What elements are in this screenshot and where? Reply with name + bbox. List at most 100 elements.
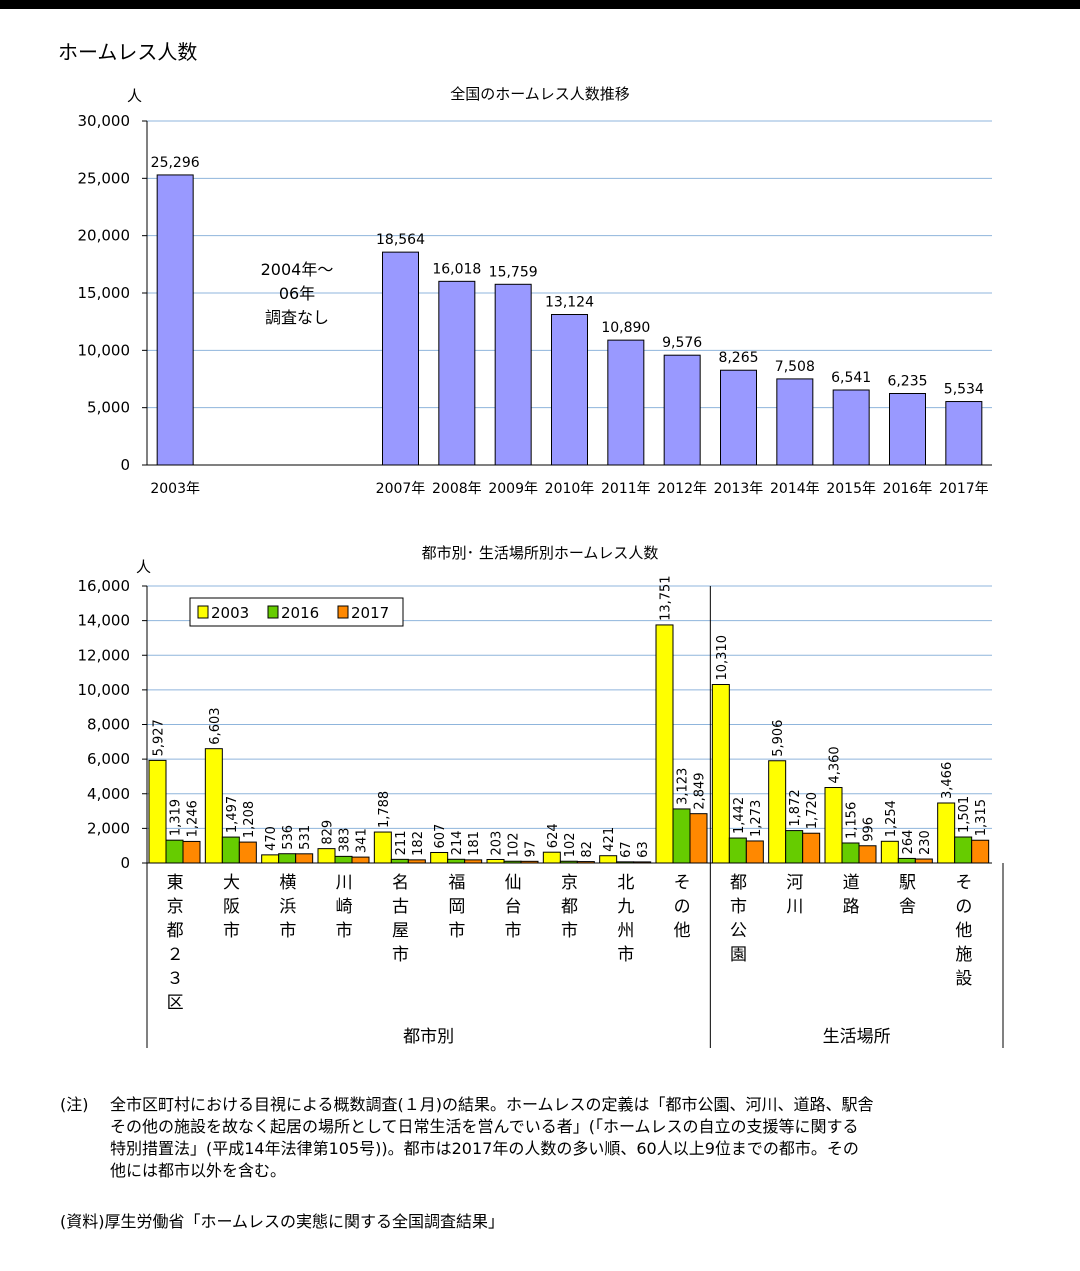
bar [889,393,926,466]
x-tick-label: 施 [955,945,972,965]
bar-value-label: 13,124 [545,295,594,311]
x-tick-label: 屋 [392,921,409,941]
bar [407,859,426,864]
x-tick-label: 2016年 [883,481,933,497]
bar-value-label: 341 [355,828,370,853]
bar [937,802,956,864]
x-tick-label: 設 [955,969,972,989]
bar [464,859,483,864]
footnote-body: 全市区町村における目視による概数調査(１月)の結果。ホームレスの定義は「都市公園… [110,1094,1080,1182]
bar [607,339,645,466]
x-tick-label: 岡 [448,897,465,917]
bar [238,841,257,864]
y-tick-label: 15,000 [78,284,131,302]
page-title: ホームレス人数 [58,40,198,64]
top-bar [0,0,1080,9]
y-tick-label: 14,000 [78,612,131,630]
x-tick-label: 路 [843,897,860,917]
x-tick-label: 東 [167,873,184,893]
bar-value-label: 7,508 [775,359,815,375]
x-tick-label: 都 [167,921,184,941]
x-tick-label: 2013年 [714,481,764,497]
x-tick-label: 区 [167,993,184,1013]
y-tick-label: 5,000 [87,399,130,417]
bar-value-label: 13,751 [659,575,674,621]
y-axis-unit: 人 [127,87,142,105]
x-tick-label: 2012年 [657,481,707,497]
bar [165,839,184,864]
y-tick-label: 10,000 [78,681,131,699]
bar-value-label: 1,315 [974,799,989,836]
bar-value-label: 470 [264,826,279,851]
bar [351,856,370,864]
bar [520,860,539,864]
x-tick-label: 2008年 [432,481,482,497]
bar-value-label: 230 [918,830,933,855]
x-tick-label: 公 [730,921,747,941]
bar-value-label: 10,310 [715,635,730,681]
y-tick-label: 8,000 [87,716,130,734]
footnote: (注) 全市区町村における目視による概数調査(１月)の結果。ホームレスの定義は「… [60,1094,1060,1190]
x-tick-label: そ [955,873,972,893]
bar [785,830,804,864]
bar [278,853,297,864]
legend-swatch [337,605,349,619]
bar [824,787,843,864]
bar [971,839,990,864]
bar [711,684,730,864]
y-tick-label: 6,000 [87,750,130,768]
y-tick-label: 20,000 [78,227,131,245]
footnote-head: (注) [60,1095,89,1114]
x-tick-label: 阪 [223,897,240,917]
bar [156,174,194,466]
bar-value-label: 63 [636,841,651,858]
bar [858,845,877,864]
bar-value-label: 1,254 [884,800,899,837]
bar [897,857,916,864]
group-label: 都市別 [403,1027,454,1047]
bar-value-label: 203 [490,831,505,856]
x-tick-label: 河 [786,873,803,893]
legend-label: 2016 [281,604,319,622]
source-note: (資料)厚生労働省「ホームレスの実態に関する全国調査結果」 [60,1212,505,1231]
x-tick-label: 崎 [336,897,353,917]
bar [914,858,933,864]
bar-value-label: 531 [298,825,313,850]
x-tick-label: 市 [279,921,296,941]
bar [182,840,201,864]
bar [576,861,595,864]
bar-value-label: 8,265 [718,350,758,366]
bar [494,283,532,466]
bar-value-label: 1,501 [957,796,972,833]
x-tick-label: 古 [392,897,409,917]
x-tick-label: 川 [786,897,803,917]
bar [261,854,280,864]
bar [768,760,787,864]
no-survey-annotation: 調査なし [265,308,329,327]
x-tick-label: 福 [448,873,465,893]
chart-title: 全国のホームレス人数推移 [450,85,630,103]
x-tick-label: 駅 [899,873,916,893]
bar [447,858,466,864]
x-tick-label: 2007年 [376,481,426,497]
footnote-line: 他には都市以外を含む。 [110,1161,287,1180]
bar [486,858,505,864]
bar [204,748,223,864]
bar [148,759,167,864]
bar-value-label: 5,927 [152,719,167,756]
x-tick-label: 名 [392,873,409,893]
x-tick-label: 州 [617,921,634,941]
bar-value-label: 1,497 [225,796,240,833]
bar-value-label: 82 [580,841,595,858]
y-tick-label: 0 [120,456,130,474]
legend-swatch [197,605,209,619]
bar-value-label: 1,246 [186,800,201,837]
bar [945,401,983,466]
bar [776,378,814,466]
bar-value-label: 67 [619,841,634,858]
x-tick-label: 市 [561,921,578,941]
bar [841,842,860,864]
bar-value-label: 1,273 [749,800,764,837]
bar-value-label: 536 [281,825,296,850]
bar [334,855,353,864]
